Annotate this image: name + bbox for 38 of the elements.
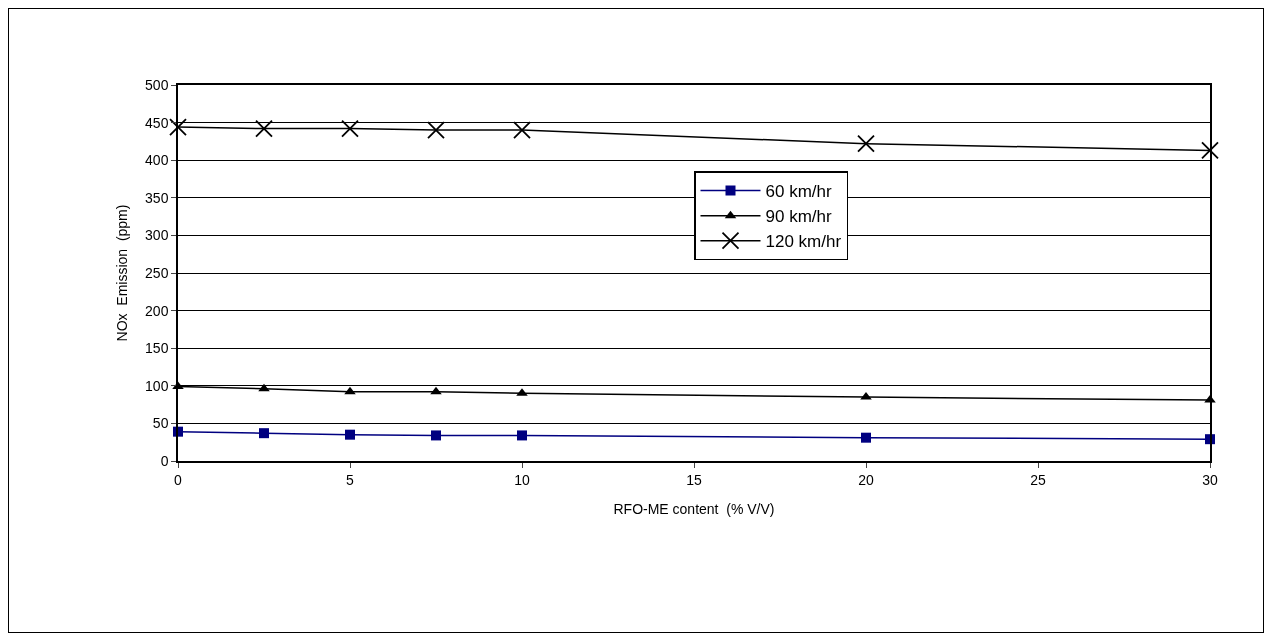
y-tick-label: 500	[145, 76, 169, 93]
point	[857, 134, 875, 153]
point	[427, 121, 445, 140]
point	[513, 121, 531, 140]
x-tick-label: 5	[346, 471, 355, 488]
point	[517, 430, 527, 441]
y-tick-label: 100	[145, 377, 169, 394]
point	[169, 118, 187, 137]
legend-label: 120 km/hr	[765, 232, 842, 252]
point	[430, 386, 442, 395]
point	[431, 430, 441, 441]
y-tick-label: 400	[145, 152, 169, 169]
legend-label: 60 km/hr	[765, 182, 832, 202]
x-tick-label: 25	[1030, 471, 1046, 488]
x-tick-label: 20	[858, 471, 874, 488]
y-tick-label: 150	[145, 340, 169, 357]
point	[255, 119, 273, 138]
point	[344, 386, 356, 395]
x-tick-label: 15	[686, 471, 702, 488]
legend-label: 90 km/hr	[765, 207, 832, 227]
point	[341, 119, 359, 138]
y-tick-label: 350	[145, 189, 169, 206]
y-tick-label: 200	[145, 302, 169, 319]
x-axis-title: RFO-ME content (% V/V)	[613, 501, 775, 518]
point	[861, 432, 871, 443]
point	[259, 428, 269, 439]
y-tick-label: 450	[145, 114, 169, 131]
point	[258, 383, 270, 392]
point	[345, 429, 355, 440]
y-axis-title: NOx Emission (ppm)	[114, 204, 131, 342]
y-tick-label: 50	[152, 415, 169, 432]
x-tick-label: 10	[514, 471, 530, 488]
y-tick-label: 250	[145, 264, 169, 281]
x-tick-label: 0	[174, 471, 183, 488]
y-tick-label: 0	[160, 452, 169, 469]
point	[1201, 141, 1219, 160]
x-tick-label: 30	[1202, 471, 1218, 488]
y-tick-label: 300	[145, 227, 169, 244]
